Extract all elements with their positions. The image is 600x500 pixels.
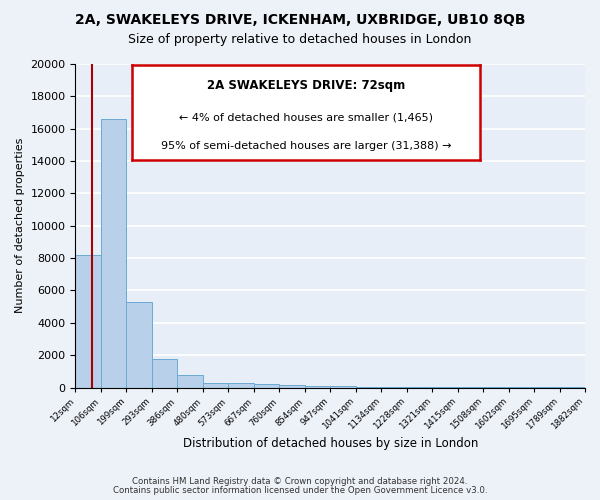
Bar <box>330 386 356 388</box>
Bar <box>127 302 152 388</box>
Bar <box>356 386 381 388</box>
Text: ← 4% of detached houses are smaller (1,465): ← 4% of detached houses are smaller (1,4… <box>179 112 433 122</box>
Bar <box>381 386 407 388</box>
Bar <box>279 385 305 388</box>
Bar <box>203 382 228 388</box>
Bar <box>76 255 101 388</box>
Text: 95% of semi-detached houses are larger (31,388) →: 95% of semi-detached houses are larger (… <box>161 141 451 151</box>
Bar <box>178 376 203 388</box>
Bar <box>305 386 330 388</box>
Text: 2A SWAKELEYS DRIVE: 72sqm: 2A SWAKELEYS DRIVE: 72sqm <box>207 80 405 92</box>
X-axis label: Distribution of detached houses by size in London: Distribution of detached houses by size … <box>182 437 478 450</box>
Bar <box>101 119 127 388</box>
Text: 2A, SWAKELEYS DRIVE, ICKENHAM, UXBRIDGE, UB10 8QB: 2A, SWAKELEYS DRIVE, ICKENHAM, UXBRIDGE,… <box>75 12 525 26</box>
Bar <box>254 384 279 388</box>
Bar <box>152 359 178 388</box>
Text: Contains public sector information licensed under the Open Government Licence v3: Contains public sector information licen… <box>113 486 487 495</box>
Text: Contains HM Land Registry data © Crown copyright and database right 2024.: Contains HM Land Registry data © Crown c… <box>132 477 468 486</box>
Y-axis label: Number of detached properties: Number of detached properties <box>15 138 25 314</box>
Bar <box>407 387 432 388</box>
Bar <box>228 382 254 388</box>
Text: Size of property relative to detached houses in London: Size of property relative to detached ho… <box>128 32 472 46</box>
